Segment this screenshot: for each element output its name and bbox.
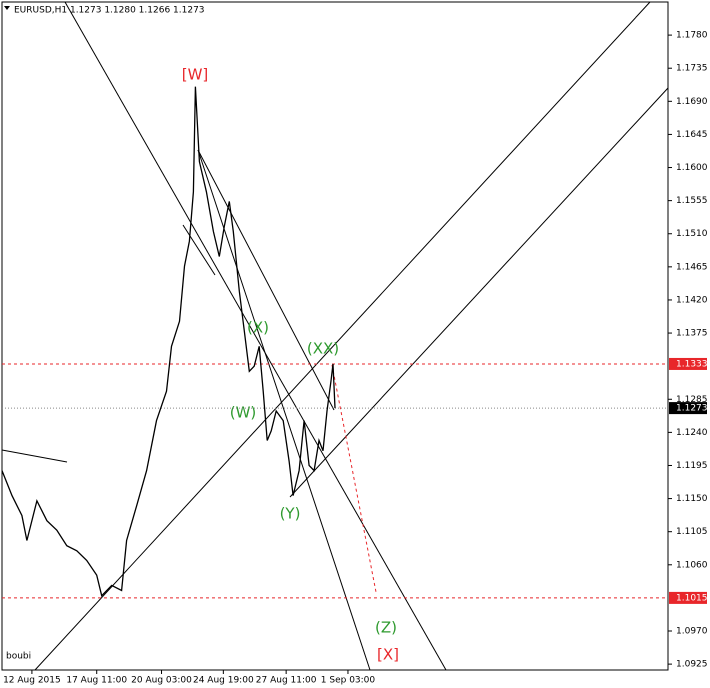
trend-lines	[1, 1, 669, 671]
x-tick-label: 20 Aug 03:00	[131, 676, 192, 686]
projection-line	[331, 364, 377, 593]
y-tick-label: 1.1780	[676, 31, 708, 41]
y-tick-label: 1.1375	[676, 329, 708, 339]
y-tick-label: 1.1690	[676, 97, 708, 107]
channel-line	[197, 149, 371, 671]
wave-label: [X]	[377, 646, 399, 664]
x-tick-label: 12 Aug 2015	[3, 676, 61, 686]
channel-line	[289, 87, 669, 498]
wave-label: (Z)	[375, 619, 397, 637]
y-tick-label: 1.0925	[676, 660, 708, 670]
price-label: 1.1015	[676, 593, 708, 603]
y-tick-label: 1.0970	[676, 627, 708, 637]
x-tick-label: 27 Aug 11:00	[256, 676, 317, 686]
wave-label: (Y)	[280, 505, 301, 523]
price-label: 1.1273	[676, 404, 708, 414]
price-label-box	[669, 402, 707, 415]
x-tick-label: 1 Sep 03:00	[321, 676, 376, 686]
x-tick-label: 17 Aug 11:00	[66, 676, 127, 686]
y-tick-label: 1.1105	[676, 527, 708, 537]
wave-label: (X)	[247, 319, 269, 337]
channel-line	[34, 1, 651, 671]
trend-line	[1, 449, 68, 463]
y-tick-label: 1.1060	[676, 560, 708, 570]
price-label: 1.1333	[676, 359, 708, 369]
plot-frame	[1, 1, 669, 671]
y-tick-label: 1.1465	[676, 262, 708, 272]
y-tick-label: 1.1645	[676, 130, 708, 140]
y-tick-label: 1.1600	[676, 163, 708, 173]
menu-arrow	[4, 6, 10, 10]
y-tick-label: 1.1420	[676, 295, 708, 305]
y-tick-label: 1.1285	[676, 395, 708, 405]
footer: boubi	[6, 652, 31, 662]
price-line	[1, 86, 336, 597]
y-tick-label: 1.1555	[676, 196, 708, 206]
y-tick-label: 1.1195	[676, 461, 708, 471]
y-tick-label: 1.1510	[676, 229, 708, 239]
channel-line	[64, 1, 447, 671]
wave-label: (W)	[230, 404, 257, 422]
wave-label: (XX)	[307, 340, 339, 358]
x-tick-label: 24 Aug 19:00	[193, 676, 254, 686]
price-label-box	[669, 591, 707, 604]
channel-line	[197, 149, 335, 411]
price-label-box	[669, 357, 707, 370]
y-tick-label: 1.1240	[676, 428, 708, 438]
y-tick-label: 1.1150	[676, 494, 708, 504]
trend-line	[182, 224, 216, 276]
chart-title: EURUSD,H1 1.1273 1.1280 1.1266 1.1273	[14, 6, 205, 16]
y-tick-label: 1.1735	[676, 64, 708, 74]
wave-label: [W]	[182, 66, 209, 84]
